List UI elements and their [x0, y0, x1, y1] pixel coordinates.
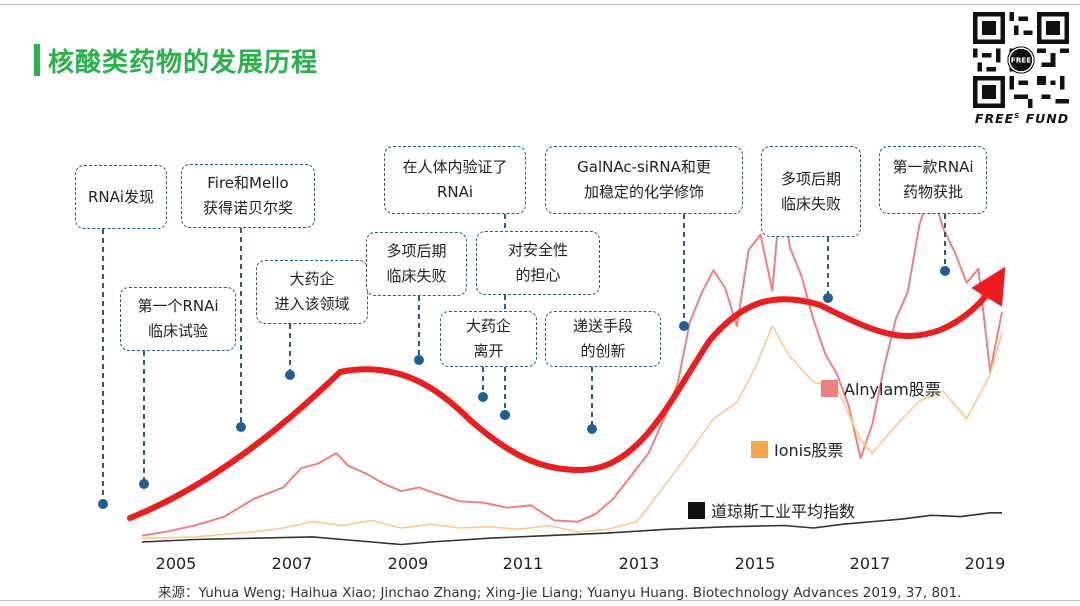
event-callout: 在人体内验证了 RNAi — [384, 146, 526, 214]
event-marker — [98, 499, 108, 509]
event-callout: Fire和Mello 获得诺贝尔奖 — [181, 164, 315, 228]
legend-alnylam: Alnylam股票 — [821, 376, 941, 400]
event-callout: 多项后期 临床失败 — [761, 146, 861, 237]
event-marker — [823, 293, 833, 303]
x-tick-label: 2009 — [387, 554, 429, 573]
x-tick-label: 2017 — [849, 554, 891, 573]
legend-swatch-ionis — [751, 440, 768, 458]
svg-text:FREE: FREE — [1011, 56, 1032, 65]
x-tick-label: 2015 — [734, 554, 776, 573]
event-marker — [414, 355, 424, 365]
event-callout: GalNAc-siRNA和更 加稳定的化学修饰 — [545, 146, 743, 214]
event-marker — [679, 321, 689, 331]
event-marker — [139, 479, 149, 489]
source-citation: 来源：Yuhua Weng; Haihua Xiao; Jinchao Zhan… — [158, 585, 962, 601]
x-tick-label: 2005 — [155, 554, 197, 573]
x-tick-label: 2007 — [271, 554, 313, 573]
event-callout: 第一个RNAi 临床试验 — [120, 287, 236, 351]
event-callout: 大药企 进入该领域 — [256, 260, 368, 324]
legend-label-dow: 道琼斯工业平均指数 — [711, 502, 856, 521]
event-marker — [478, 392, 488, 402]
trend-curve — [127, 266, 1006, 521]
event-marker — [285, 370, 295, 380]
legend-swatch-dow — [688, 501, 705, 519]
event-marker — [940, 266, 950, 276]
title-accent-bar — [34, 44, 40, 76]
event-marker — [236, 422, 246, 432]
legend-label-ionis: Ionis股票 — [774, 441, 844, 460]
event-callout: 递送手段 的创新 — [545, 311, 661, 367]
series-alnylam — [141, 187, 1003, 537]
page-title: 核酸类药物的发展历程 — [48, 48, 319, 78]
x-tick-label: 2013 — [618, 554, 660, 573]
event-callout: 对安全性 的担心 — [476, 231, 600, 295]
series-dow — [141, 511, 1002, 546]
qr-code-icon: FREE — [973, 12, 1069, 108]
event-callout: 第一款RNAi 药物获批 — [879, 146, 987, 214]
event-callout: RNAi发现 — [75, 165, 167, 229]
legend-ionis: Ionis股票 — [751, 437, 843, 461]
legend-swatch-alnylam — [821, 379, 838, 397]
series-ionis — [141, 325, 1003, 539]
event-marker — [500, 410, 510, 420]
x-tick-label: 2019 — [964, 554, 1006, 573]
event-callout: 大药企 离开 — [440, 311, 537, 367]
event-callout: 多项后期 临床失败 — [366, 232, 467, 296]
legend-label-alnylam: Alnylam股票 — [844, 380, 941, 399]
x-tick-label: 2011 — [502, 554, 544, 573]
brand-name: FREES FUND — [974, 111, 1070, 126]
legend-dow: 道琼斯工业平均指数 — [688, 498, 855, 522]
bottom-divider — [0, 600, 1080, 601]
top-divider — [0, 4, 1080, 5]
event-marker — [587, 424, 597, 434]
